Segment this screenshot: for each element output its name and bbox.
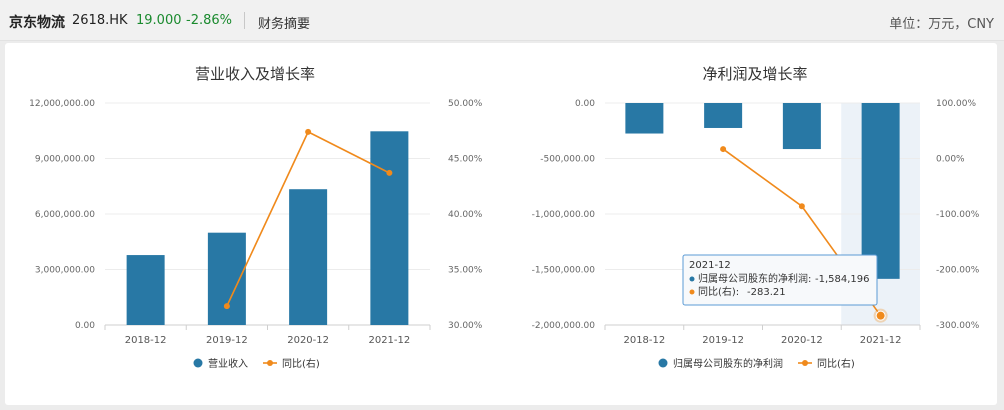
bar bbox=[126, 255, 165, 325]
section-title: 财务摘要 bbox=[258, 17, 311, 32]
legend-label: 归属母公司股东的净利润 bbox=[673, 357, 783, 370]
legend-marker-bar bbox=[193, 358, 203, 368]
stock-header-bar: 京东物流 2618.HK 19.000 -2.86% 财务摘要 单位：万元，CN… bbox=[0, 0, 1004, 41]
line-point bbox=[386, 169, 393, 176]
legend-label: 营业收入 bbox=[208, 357, 248, 370]
y-left-tick-label: 6,000,000.00 bbox=[35, 210, 95, 220]
stock-code: 2618.HK bbox=[72, 13, 128, 28]
y-right-tick-label: 40.00% bbox=[448, 210, 483, 220]
tooltip-value: -1,584,196 bbox=[815, 274, 870, 285]
y-right-tick-label: -200.00% bbox=[936, 266, 980, 276]
y-right-tick-label: 45.00% bbox=[448, 155, 483, 165]
line-point bbox=[798, 203, 805, 210]
y-right-tick-label: 100.00% bbox=[936, 99, 976, 109]
y-right-tick-label: 35.00% bbox=[448, 266, 483, 276]
tooltip-marker-bar bbox=[689, 276, 695, 282]
bar bbox=[625, 103, 664, 134]
bar bbox=[704, 103, 743, 128]
bar bbox=[370, 131, 409, 325]
y-left-tick-label: -2,000,000.00 bbox=[532, 321, 596, 331]
line-point bbox=[223, 303, 230, 310]
tooltip-marker-line bbox=[689, 289, 695, 295]
legend-marker-dot bbox=[802, 360, 808, 366]
x-tick-label: 2018-12 bbox=[623, 335, 665, 346]
chart-title: 净利润及增长率 bbox=[702, 65, 807, 83]
x-tick-label: 2018-12 bbox=[125, 335, 167, 346]
x-tick-label: 2020-12 bbox=[287, 335, 329, 346]
x-tick-label: 2020-12 bbox=[781, 335, 823, 346]
tooltip-label: 归属母公司股东的净利润: bbox=[698, 272, 811, 285]
tooltip-category: 2021-12 bbox=[689, 260, 731, 271]
stock-name: 京东物流 bbox=[9, 15, 65, 31]
legend-label: 同比(右) bbox=[282, 357, 320, 370]
y-left-tick-label: -500,000.00 bbox=[540, 155, 595, 165]
y-left-tick-label: 3,000,000.00 bbox=[35, 266, 95, 276]
legend-marker-dot bbox=[267, 360, 273, 366]
y-left-tick-label: 0.00 bbox=[75, 321, 95, 331]
x-tick-label: 2019-12 bbox=[206, 335, 248, 346]
price-change: -2.86% bbox=[186, 13, 232, 28]
y-left-tick-label: 0.00 bbox=[575, 99, 595, 109]
legend-marker-bar bbox=[658, 358, 668, 368]
line-point bbox=[720, 146, 727, 153]
y-left-tick-label: -1,000,000.00 bbox=[532, 210, 596, 220]
unit-label: 单位：万元，CNY bbox=[889, 17, 994, 32]
y-left-tick-label: -1,500,000.00 bbox=[532, 266, 596, 276]
line-point bbox=[875, 310, 886, 321]
x-tick-label: 2021-12 bbox=[860, 335, 902, 346]
y-right-tick-label: 0.00% bbox=[936, 155, 965, 165]
y-left-tick-label: 12,000,000.00 bbox=[29, 99, 95, 109]
y-right-tick-label: 30.00% bbox=[448, 321, 483, 331]
y-left-tick-label: 9,000,000.00 bbox=[35, 155, 95, 165]
y-right-tick-label: -300.00% bbox=[936, 321, 980, 331]
x-tick-label: 2019-12 bbox=[702, 335, 744, 346]
y-right-tick-label: 50.00% bbox=[448, 99, 483, 109]
chart-title: 营业收入及增长率 bbox=[195, 65, 315, 83]
bar bbox=[861, 103, 900, 279]
tooltip-box bbox=[682, 254, 878, 306]
header-divider bbox=[244, 12, 245, 29]
stock-price: 19.000 bbox=[136, 13, 182, 28]
line-point bbox=[305, 128, 312, 135]
tooltip-value: -283.21 bbox=[747, 287, 786, 298]
tooltip-label: 同比(右): bbox=[698, 285, 739, 298]
bar bbox=[289, 189, 328, 325]
x-tick-label: 2021-12 bbox=[368, 335, 410, 346]
bar bbox=[782, 103, 821, 150]
y-right-tick-label: -100.00% bbox=[936, 210, 980, 220]
legend-label: 同比(右) bbox=[817, 357, 855, 370]
